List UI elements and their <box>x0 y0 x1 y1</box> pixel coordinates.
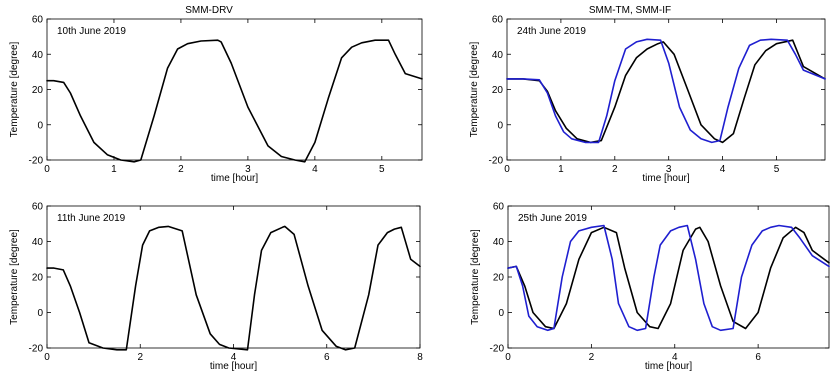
y-axis-title: Temperature [degree] <box>469 41 480 137</box>
y-axis-title: Temperature [degree] <box>9 229 20 325</box>
date-annotation: 25th June 2019 <box>518 213 587 224</box>
x-tick-label: 3 <box>666 164 672 175</box>
y-tick-label: 60 <box>493 202 505 213</box>
x-tick-label: 4 <box>231 352 237 363</box>
x-tick-label: 8 <box>417 352 423 363</box>
y-tick-label: 60 <box>492 15 504 26</box>
y-tick-label: 40 <box>492 50 504 61</box>
plot-frame <box>507 205 830 349</box>
panel-title-left: SMM-DRV <box>185 5 233 16</box>
y-tick-label: 20 <box>492 85 504 96</box>
x-axis-title: time [hour] <box>645 361 692 372</box>
y-tick-label: 0 <box>37 308 43 319</box>
y-tick-label: -20 <box>490 344 505 355</box>
y-tick-label: -20 <box>29 156 44 167</box>
x-tick-label: 0 <box>44 164 50 175</box>
y-tick-label: 20 <box>32 273 44 284</box>
y-tick-label: 60 <box>32 15 44 26</box>
x-axis-title: time [hour] <box>211 173 258 184</box>
y-tick-label: -20 <box>29 344 44 355</box>
x-tick-label: 6 <box>755 352 761 363</box>
x-tick-label: 4 <box>672 352 678 363</box>
y-tick-label: 40 <box>32 237 44 248</box>
y-tick-label: 40 <box>32 50 44 61</box>
x-tick-label: 3 <box>245 164 251 175</box>
x-tick-label: 5 <box>774 164 780 175</box>
y-tick-label: 40 <box>493 237 505 248</box>
x-tick-label: 2 <box>589 352 595 363</box>
x-tick-label: 2 <box>137 352 143 363</box>
plot-frame <box>46 18 423 161</box>
y-tick-label: 0 <box>37 120 43 131</box>
x-tick-label: 4 <box>312 164 318 175</box>
x-tick-label: 1 <box>558 164 564 175</box>
series-line-0 <box>46 39 423 163</box>
x-tick-label: 0 <box>505 352 511 363</box>
y-tick-label: 0 <box>498 308 504 319</box>
panel-title-right: SMM-TM, SMM-IF <box>589 5 671 16</box>
y-tick-label: 20 <box>32 85 44 96</box>
series-line-0 <box>46 225 421 351</box>
y-tick-label: 0 <box>497 120 503 131</box>
date-annotation: 11th June 2019 <box>57 213 126 224</box>
date-annotation: 10th June 2019 <box>57 26 126 37</box>
date-annotation: 24th June 2019 <box>517 26 586 37</box>
y-tick-label: 20 <box>493 273 505 284</box>
y-tick-label: 60 <box>32 202 44 213</box>
plot-frame <box>46 205 421 349</box>
y-axis-title: Temperature [degree] <box>470 229 481 325</box>
x-tick-label: 5 <box>379 164 385 175</box>
x-axis-title: time [hour] <box>210 361 257 372</box>
y-tick-label: -20 <box>489 156 504 167</box>
x-axis-title: time [hour] <box>642 173 689 184</box>
x-tick-label: 2 <box>612 164 618 175</box>
x-tick-label: 0 <box>504 164 510 175</box>
x-tick-label: 1 <box>111 164 117 175</box>
x-tick-label: 4 <box>720 164 726 175</box>
y-axis-title: Temperature [degree] <box>9 41 20 137</box>
series-line-0 <box>506 39 826 144</box>
x-tick-label: 6 <box>324 352 330 363</box>
series-line-1 <box>507 224 830 332</box>
x-tick-label: 2 <box>178 164 184 175</box>
series-line-1 <box>506 38 826 144</box>
x-tick-label: 0 <box>44 352 50 363</box>
